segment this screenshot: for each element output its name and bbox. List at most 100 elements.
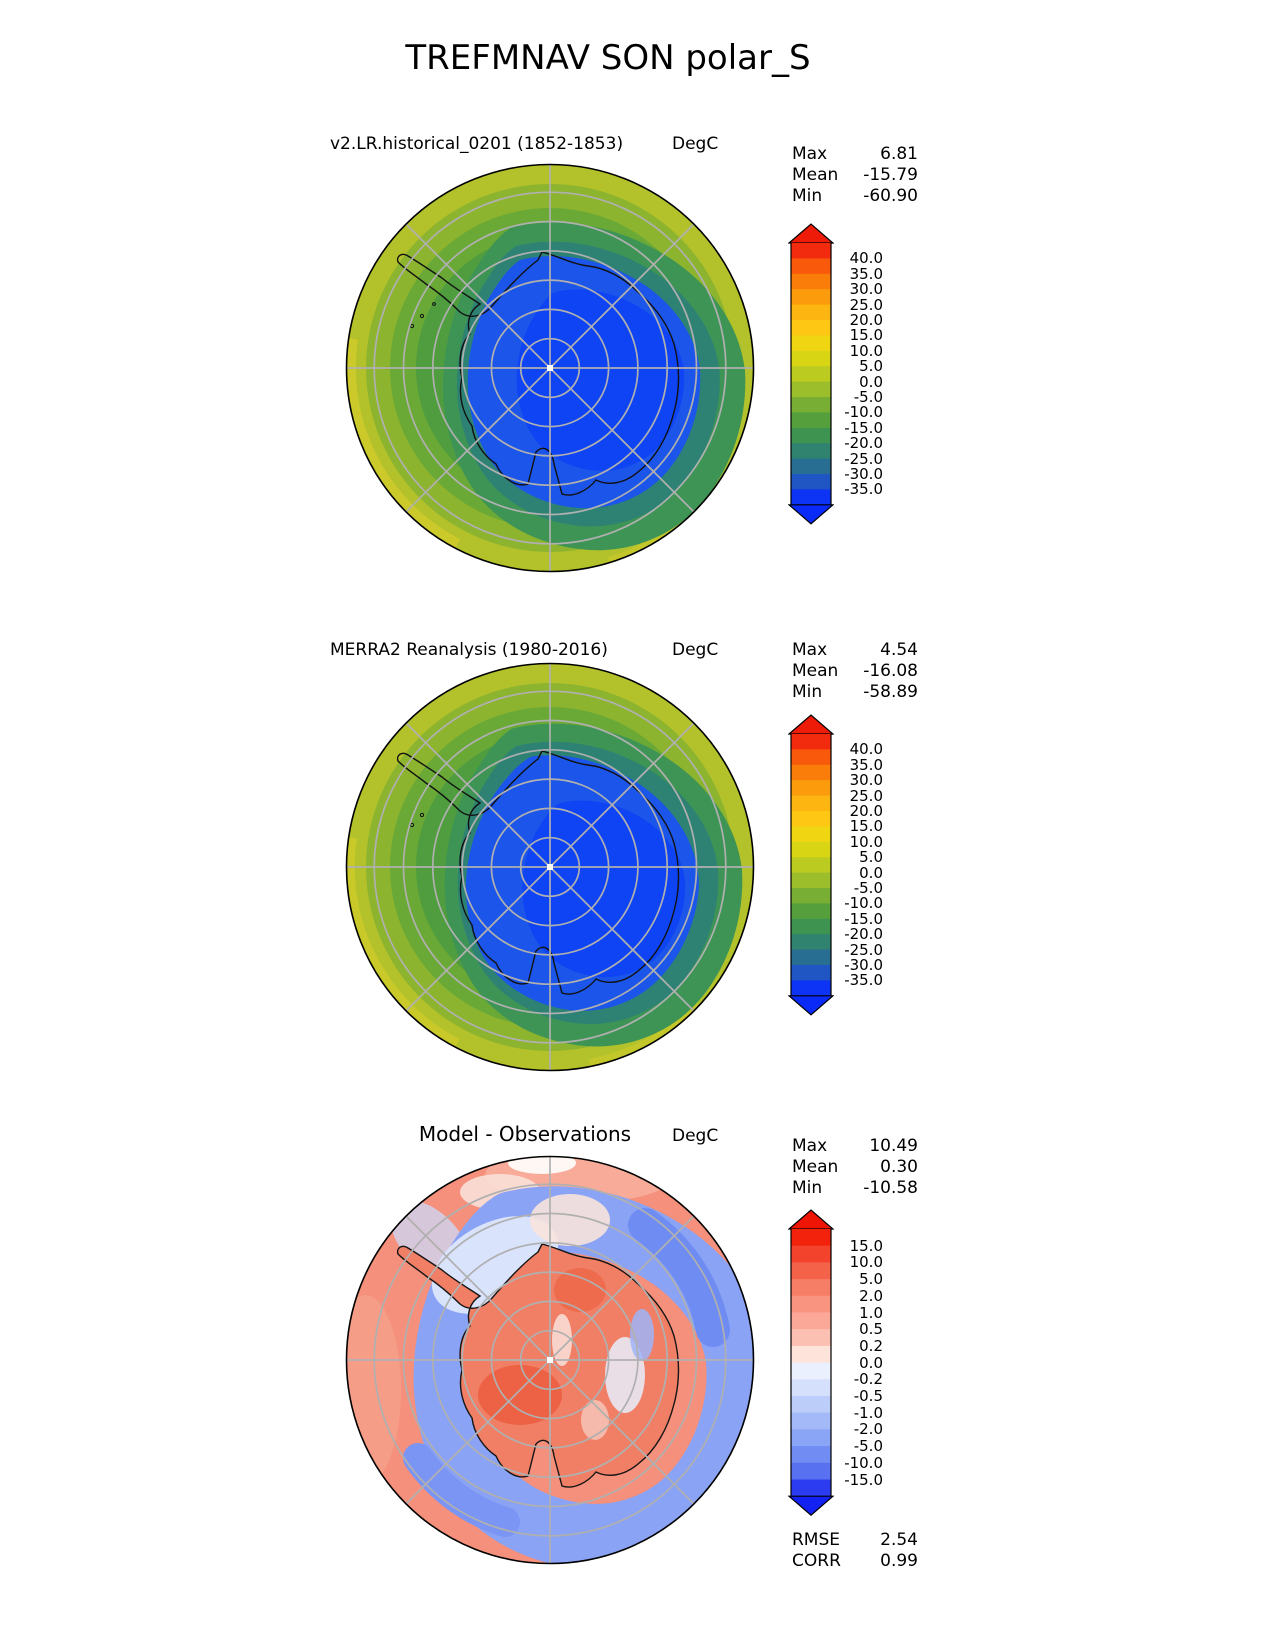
stat-value: -15.79 xyxy=(863,165,918,185)
panel1-subtitle: v2.LR.historical_0201 (1852-1853) xyxy=(330,134,624,154)
stat-row: Max 4.54 xyxy=(792,640,918,661)
panel2-stats: Max 4.54 Mean -16.08 Min -58.89 xyxy=(792,640,918,703)
stat-label: Mean xyxy=(792,165,839,185)
colorbar-tick-label: 0.0 xyxy=(859,372,883,391)
colorbar-tick-label: 25.0 xyxy=(849,786,883,805)
stat-label: Min xyxy=(792,186,823,206)
colorbar-tick-label: 15.0 xyxy=(849,326,883,345)
rmse-label: RMSE xyxy=(792,1530,841,1550)
page-title: TREFMNAV SON polar_S xyxy=(405,38,811,78)
polar-map-model xyxy=(345,163,755,573)
colorbar-tick-label: -5.0 xyxy=(853,879,883,897)
stat-value: -58.89 xyxy=(863,682,918,702)
stat-value: -10.58 xyxy=(863,1178,918,1198)
colorbar-tick-label: -15.0 xyxy=(844,418,883,437)
stat-row: Min -58.89 xyxy=(792,682,918,703)
colorbar-tick-label: 0.0 xyxy=(859,1353,883,1372)
colorbar-tick-label: 2.0 xyxy=(859,1286,883,1305)
stat-row: Min -10.58 xyxy=(792,1178,918,1199)
colorbar-tick-label: 0.5 xyxy=(859,1320,883,1339)
colorbar-tick-label: 5.0 xyxy=(859,357,883,376)
colorbar-gradient xyxy=(787,714,835,1020)
colorbar-tick-label: -15.0 xyxy=(844,1470,883,1489)
graticule xyxy=(346,164,754,572)
colorbar-tick-label: 20.0 xyxy=(849,311,883,329)
stat-label: Min xyxy=(792,682,823,702)
panel3-stats: Max 10.49 Mean 0.30 Min -10.58 xyxy=(792,1136,918,1199)
colorbar-tick-label: -10.0 xyxy=(844,403,883,422)
colorbar-svg xyxy=(787,714,835,1016)
panel1-units: DegC xyxy=(672,134,719,154)
stat-value: 6.81 xyxy=(880,144,918,164)
colorbar-tick-label: -0.5 xyxy=(853,1387,883,1405)
colorbar-tick-label: -5.0 xyxy=(853,388,883,406)
stat-row: RMSE 2.54 xyxy=(792,1530,918,1551)
colorbar-tick-label: -20.0 xyxy=(844,925,883,944)
stat-value: 0.30 xyxy=(880,1157,918,1177)
colorbar-tick-label: 30.0 xyxy=(849,771,883,790)
panel2-subtitle: MERRA2 Reanalysis (1980-2016) xyxy=(330,640,608,660)
colorbar-tick-label: 40.0 xyxy=(849,249,883,268)
colorbar-tick-label: -20.0 xyxy=(844,434,883,453)
colorbar-gradient xyxy=(787,223,835,529)
colorbar-tick-label: 10.0 xyxy=(849,341,883,360)
colorbar-tick-label: 15.0 xyxy=(849,1236,883,1255)
colorbar-tick-label: -0.2 xyxy=(853,1370,883,1389)
colorbar-tick-label: -5.0 xyxy=(853,1437,883,1456)
stat-label: Mean xyxy=(792,1157,839,1177)
stat-row: Max 6.81 xyxy=(792,144,918,165)
colorbar-tick-label: 15.0 xyxy=(849,817,883,836)
colorbar-tick-label: 25.0 xyxy=(849,295,883,314)
colorbar-tick-label: 0.0 xyxy=(859,863,883,882)
colorbar-tick-label: 35.0 xyxy=(849,264,883,283)
metrics-block: RMSE 2.54 CORR 0.99 xyxy=(792,1530,918,1572)
colorbar-tick-label: 5.0 xyxy=(859,848,883,867)
stat-row: Mean 0.30 xyxy=(792,1157,918,1178)
colorbar-tick-label: 30.0 xyxy=(849,280,883,299)
polar-map-difference xyxy=(345,1155,755,1565)
colorbar-tick-label: 5.0 xyxy=(859,1270,883,1289)
colorbar-tick-label: -2.0 xyxy=(853,1420,883,1439)
colorbar-tick-label: -25.0 xyxy=(844,940,883,959)
stat-row: Min -60.90 xyxy=(792,186,918,207)
colorbar-tick-label: 10.0 xyxy=(849,832,883,851)
panel3-subtitle: Model - Observations xyxy=(418,1122,632,1146)
colorbar-svg xyxy=(787,1209,835,1516)
colorbar-tick-label: 35.0 xyxy=(849,755,883,774)
colorbar-gradient xyxy=(787,1209,835,1520)
colorbar-tick-label: 20.0 xyxy=(849,802,883,820)
colorbar-tick-label: -35.0 xyxy=(844,971,883,990)
colorbar-svg xyxy=(787,223,835,525)
stat-label: Min xyxy=(792,1178,823,1198)
stat-value: 10.49 xyxy=(869,1136,918,1156)
stat-value: 4.54 xyxy=(880,640,918,660)
stat-row: Mean -16.08 xyxy=(792,661,918,682)
stat-row: CORR 0.99 xyxy=(792,1551,918,1572)
stat-label: Max xyxy=(792,1136,828,1156)
colorbar-tick-label: -30.0 xyxy=(844,956,883,974)
colorbar-tick-label: 10.0 xyxy=(849,1253,883,1272)
colorbar-tick-label: 40.0 xyxy=(849,740,883,759)
stat-value: -16.08 xyxy=(863,661,918,681)
stat-label: Max xyxy=(792,144,828,164)
rmse-value: 2.54 xyxy=(880,1530,918,1550)
stat-row: Mean -15.79 xyxy=(792,165,918,186)
colorbar-tick-label: -1.0 xyxy=(853,1403,883,1422)
stat-value: -60.90 xyxy=(863,186,918,206)
colorbar-tick-label: -35.0 xyxy=(844,480,883,499)
panel3-units: DegC xyxy=(672,1126,719,1146)
colorbar-tick-label: -10.0 xyxy=(844,1453,883,1472)
colorbar-tick-label: -25.0 xyxy=(844,449,883,468)
corr-value: 0.99 xyxy=(880,1551,918,1571)
colorbar-tick-label: -30.0 xyxy=(844,465,883,483)
panel1-stats: Max 6.81 Mean -15.79 Min -60.90 xyxy=(792,144,918,207)
corr-label: CORR xyxy=(792,1551,841,1571)
stat-row: Max 10.49 xyxy=(792,1136,918,1157)
colorbar-tick-label: 1.0 xyxy=(859,1303,883,1322)
panel2-units: DegC xyxy=(672,640,719,660)
stat-label: Mean xyxy=(792,661,839,681)
polar-map-reference xyxy=(345,662,755,1072)
stat-label: Max xyxy=(792,640,828,660)
colorbar-tick-label: 0.2 xyxy=(859,1336,883,1355)
